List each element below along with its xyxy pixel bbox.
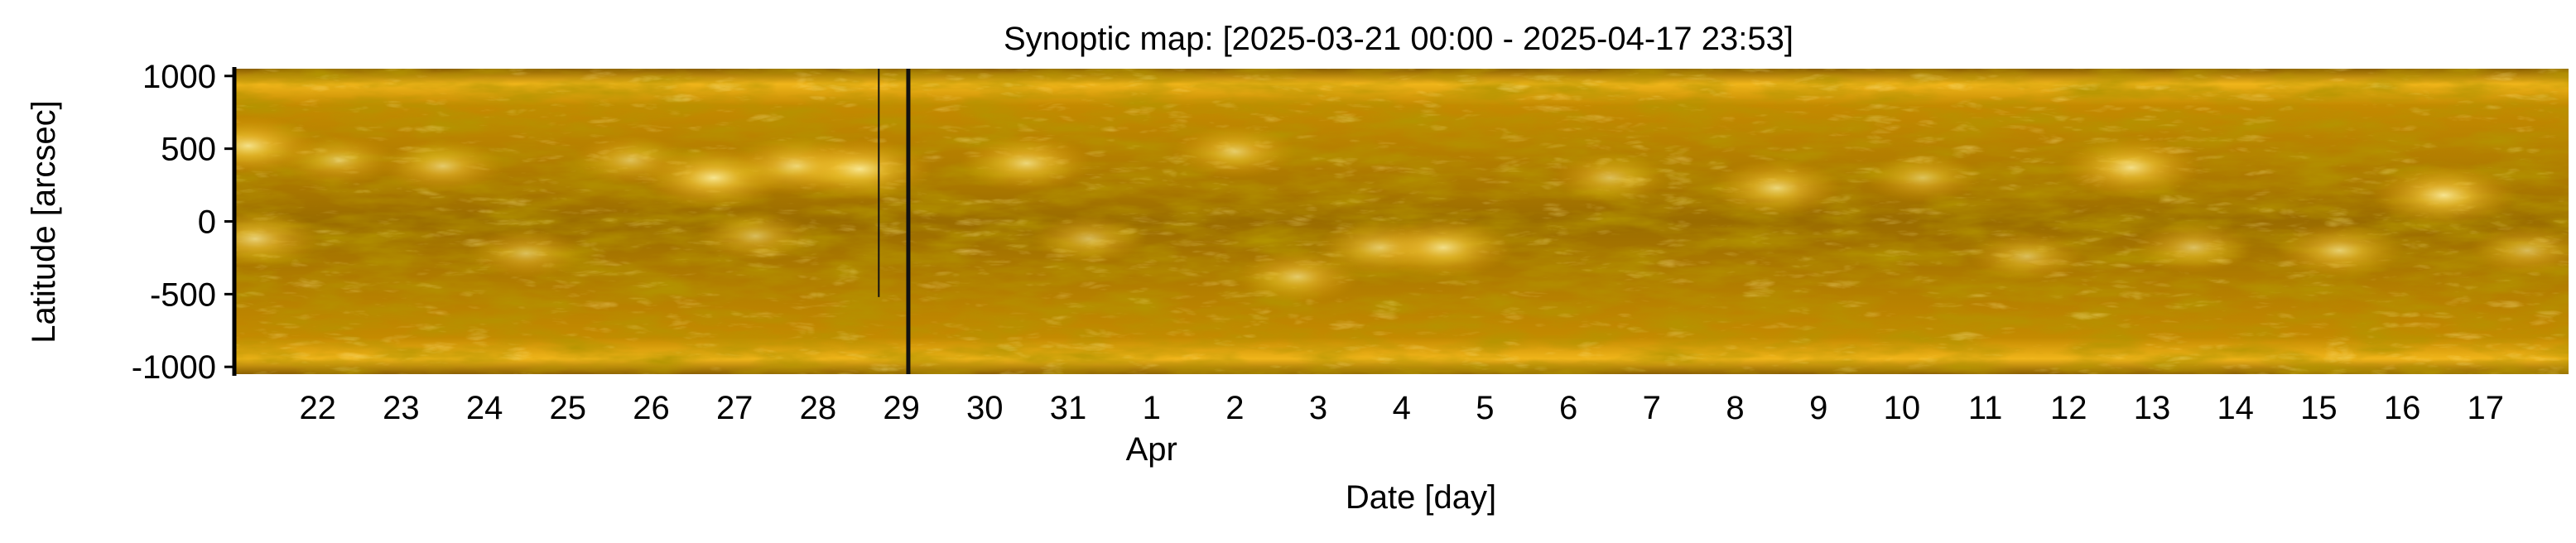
y-tick-label-3: 0 xyxy=(198,204,216,241)
active-region-24 xyxy=(2371,164,2516,226)
y-tick-label-1: 1000 xyxy=(142,59,216,95)
active-region-13 xyxy=(1172,125,1298,179)
x-tick-label-8: 29 xyxy=(883,390,920,426)
active-region-17 xyxy=(1552,152,1668,203)
x-tick-label-16: 6 xyxy=(1559,390,1577,426)
x-tick-label-15: 5 xyxy=(1476,390,1494,426)
y-axis: 1000 500 0 -500 -1000 xyxy=(132,59,234,386)
x-tick-label-24: 14 xyxy=(2217,390,2254,426)
x-tick-label-5: 26 xyxy=(633,390,670,426)
x-tick-label-17: 7 xyxy=(1643,390,1661,426)
active-region-25 xyxy=(2469,225,2569,276)
active-region-3 xyxy=(280,135,397,185)
y-axis-label: Latitude [arcsec] xyxy=(26,100,62,344)
x-tick-label-25: 15 xyxy=(2300,390,2338,426)
x-tick-label-1: 22 xyxy=(299,390,336,426)
x-tick-label-2: 23 xyxy=(383,390,420,426)
plot-area xyxy=(234,69,2569,374)
x-tick-label-14: 4 xyxy=(1393,390,1411,426)
active-region-16 xyxy=(1373,218,1514,278)
active-region-21 xyxy=(2060,137,2202,198)
active-region-4 xyxy=(380,139,505,193)
x-tick-label-26: 16 xyxy=(2384,390,2421,426)
active-regions xyxy=(234,116,2569,304)
x-tick-label-10: 31 xyxy=(1050,390,1087,426)
x-tick-label-22: 12 xyxy=(2050,390,2087,426)
active-region-11 xyxy=(960,135,1093,192)
x-tick-label-9: 30 xyxy=(966,390,1004,426)
x-tick-label-6: 27 xyxy=(716,390,754,426)
x-tick-label-3: 24 xyxy=(466,390,503,426)
heatmap-texture-light xyxy=(234,69,2569,374)
x-tick-label-12: 2 xyxy=(1225,390,1244,426)
y-tick-label-2: 500 xyxy=(161,132,216,168)
x-tick-label-19: 9 xyxy=(1809,390,1827,426)
active-region-22 xyxy=(2133,222,2254,274)
y-tick-label-4: -500 xyxy=(150,276,216,313)
x-tick-label-18: 8 xyxy=(1726,390,1744,426)
active-region-23 xyxy=(2275,223,2405,278)
month-label: Apr xyxy=(1126,431,1177,468)
active-region-10 xyxy=(787,138,932,200)
x-tick-label-4: 25 xyxy=(550,390,587,426)
active-region-2 xyxy=(234,210,322,267)
active-region-20 xyxy=(1969,231,2085,281)
active-region-19 xyxy=(1865,152,1981,203)
x-tick-label-20: 10 xyxy=(1884,390,1921,426)
x-axis-label: Date [day] xyxy=(1346,479,1496,516)
active-region-12 xyxy=(1031,214,1148,264)
data-gaps xyxy=(878,69,911,374)
x-tick-label-23: 13 xyxy=(2134,390,2171,426)
active-region-5 xyxy=(468,228,585,279)
active-region-18 xyxy=(1710,160,1843,217)
active-region-9 xyxy=(697,211,814,262)
active-region-14 xyxy=(1235,250,1360,304)
x-tick-label-21: 11 xyxy=(1968,390,2003,426)
x-tick-label-7: 28 xyxy=(800,390,837,426)
x-axis: 22 23 24 25 26 27 28 29 30 31 1 2 3 4 5 6 7 8 9 10 11 12 13 14 1… xyxy=(299,390,2504,426)
y-tick-label-5: -1000 xyxy=(132,349,216,386)
chart-title: Synoptic map: [2025-03-21 00:00 - 2025-0… xyxy=(1004,21,1794,57)
x-tick-label-13: 3 xyxy=(1309,390,1327,426)
x-tick-label-27: 17 xyxy=(2468,390,2505,426)
x-tick-label-11: 1 xyxy=(1143,390,1161,426)
